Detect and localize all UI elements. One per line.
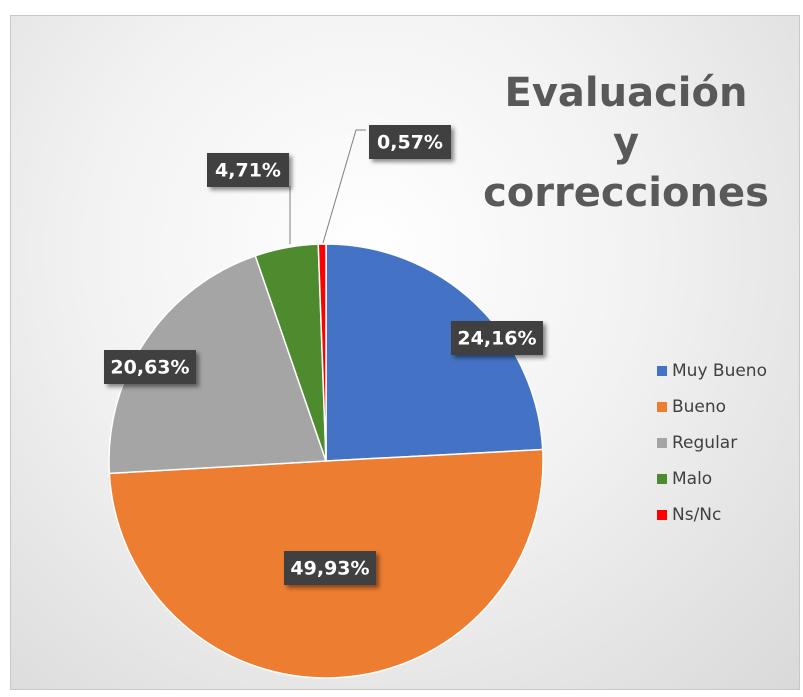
pie-slice xyxy=(317,243,327,462)
label-box xyxy=(284,551,376,585)
leader-line xyxy=(322,129,366,244)
data-label: 0,57% xyxy=(377,132,443,154)
label-box xyxy=(207,153,289,187)
data-label: 20,63% xyxy=(110,357,189,379)
legend-swatch xyxy=(657,510,667,520)
chart-title: Evaluación y correcciones xyxy=(483,70,769,216)
pie-slice xyxy=(108,254,328,475)
legend-label: Bueno xyxy=(672,397,726,417)
legend-label: Malo xyxy=(672,469,712,489)
legend-label: Ns/Nc xyxy=(672,505,721,525)
legend-swatch xyxy=(657,366,667,376)
label-box xyxy=(451,321,543,355)
pie-slice xyxy=(325,243,544,462)
label-box xyxy=(104,350,196,384)
label-box xyxy=(369,125,451,159)
legend-swatch xyxy=(657,438,667,448)
legend-swatch xyxy=(657,402,667,412)
legend-label: Regular xyxy=(672,433,737,453)
data-label: 49,93% xyxy=(290,558,369,580)
legend-swatch xyxy=(657,474,667,484)
legend-label: Muy Bueno xyxy=(672,361,767,381)
data-label: 24,16% xyxy=(457,328,536,350)
data-label: 4,71% xyxy=(215,160,281,182)
